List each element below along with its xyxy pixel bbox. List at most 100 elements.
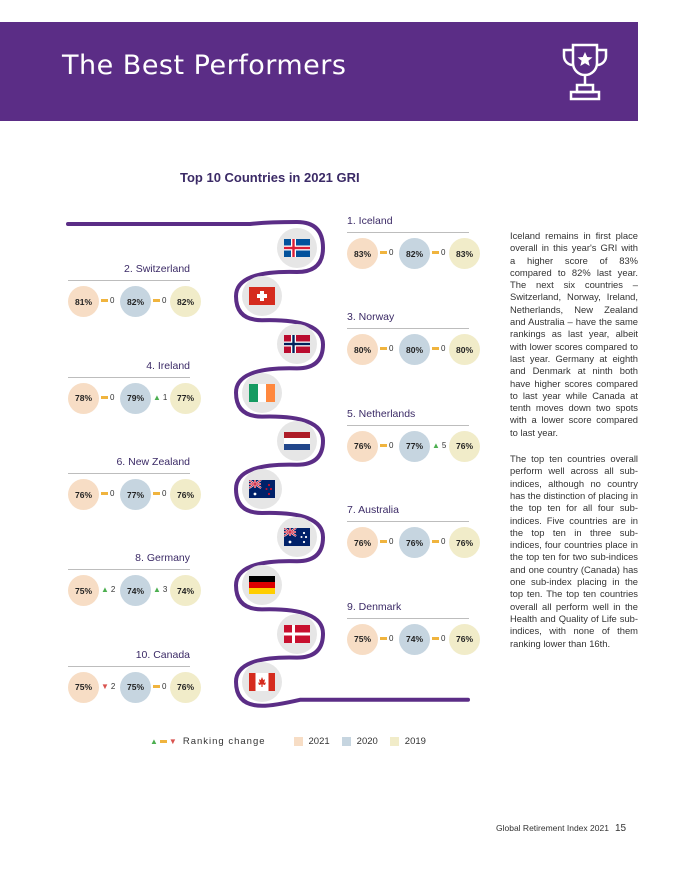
header-banner <box>0 22 638 121</box>
trophy-icon <box>562 43 608 101</box>
legend-change-label: Ranking change <box>182 736 266 747</box>
no-change-icon <box>432 636 439 640</box>
score-2021: 75% <box>68 671 99 703</box>
score-2019: 83% <box>449 238 480 269</box>
change-value: 0 <box>162 489 167 498</box>
score-2019: 74% <box>170 575 201 607</box>
change-value: 0 <box>389 344 394 354</box>
score-2019: 76% <box>449 527 480 559</box>
no-change-icon <box>432 540 439 544</box>
change-2021: 0 <box>380 441 393 450</box>
change-2020: ▲ 1 <box>153 393 167 402</box>
change-value: 3 <box>162 585 168 595</box>
denmark-flag <box>284 624 310 643</box>
change-value: 0 <box>110 489 115 498</box>
score-2021: 83% <box>347 238 378 269</box>
change-value: 0 <box>441 344 446 354</box>
country-name: 6. New Zealand <box>116 456 190 468</box>
change-2020: ▲ 3 <box>153 585 167 594</box>
change-2020: 0 <box>153 296 166 305</box>
legend-2019-swatch <box>389 737 399 746</box>
divider <box>347 617 469 619</box>
change-value: 0 <box>389 248 394 257</box>
change-value: 2 <box>110 681 116 691</box>
country-name: 4. Ireland <box>146 359 190 372</box>
iceland-flag <box>284 239 310 257</box>
new-zealand-flag <box>248 479 275 498</box>
legend-2020-label: 2020 <box>356 736 378 747</box>
score-2020: 74% <box>120 575 151 607</box>
up-arrow-icon: ▲ <box>153 585 161 595</box>
paragraph-1: Iceland remains in first place overall i… <box>510 230 638 438</box>
footer-doc-title: Global Retirement Index 2021 <box>496 823 609 833</box>
up-arrow-icon: ▲ <box>150 737 158 746</box>
no-change-icon <box>432 347 439 351</box>
score-2021: 78% <box>68 382 99 414</box>
legend-2019-label: 2019 <box>404 736 426 747</box>
change-value: 5 <box>441 440 447 450</box>
legend-2021-swatch <box>293 737 303 746</box>
netherlands-flag <box>284 431 310 450</box>
change-2021: 0 <box>101 489 114 498</box>
no-change-icon <box>380 251 387 254</box>
score-2021: 81% <box>68 286 99 318</box>
divider <box>68 376 190 378</box>
change-2021: 0 <box>380 344 393 353</box>
change-2021: 0 <box>101 393 114 402</box>
change-2020: 0 <box>153 682 166 691</box>
score-2020: 75% <box>120 671 151 703</box>
divider <box>68 665 190 667</box>
change-2021: 0 <box>380 537 393 546</box>
score-2021: 75% <box>68 575 99 607</box>
legend-2021-label: 2021 <box>308 736 330 747</box>
divider <box>347 424 469 426</box>
change-2021: 0 <box>101 296 114 305</box>
germany-flag <box>249 576 275 595</box>
ireland-flag <box>249 383 275 402</box>
score-2021: 76% <box>347 430 378 462</box>
change-value: 2 <box>110 585 116 595</box>
score-2019: 80% <box>449 334 480 366</box>
score-2019: 76% <box>449 430 480 462</box>
score-2020: 79% <box>120 382 151 414</box>
country-name: 5. Netherlands <box>347 407 416 420</box>
change-value: 0 <box>389 633 394 643</box>
change-value: 0 <box>389 440 394 450</box>
change-2021: 0 <box>380 634 393 643</box>
score-2020: 80% <box>399 334 430 366</box>
score-2019: 76% <box>170 671 201 703</box>
divider <box>68 569 190 571</box>
no-change-icon <box>101 299 108 303</box>
legend-2020-swatch <box>341 737 351 746</box>
change-2021: ▲ 2 <box>101 585 115 594</box>
up-arrow-icon: ▲ <box>432 440 440 450</box>
change-value: 0 <box>441 537 446 547</box>
no-change-icon <box>153 299 160 303</box>
change-2020: ▲ 5 <box>432 441 446 450</box>
paragraph-2: The top ten countries overall perform we… <box>510 453 638 649</box>
score-2019: 76% <box>449 623 480 655</box>
divider <box>347 521 469 523</box>
country-name: 3. Norway <box>347 311 395 324</box>
no-change-icon <box>159 740 167 743</box>
country-name: 10. Canada <box>135 648 190 661</box>
page-number: 15 <box>614 823 627 834</box>
no-change-icon <box>380 347 387 351</box>
chart-legend: ▲ ▼ Ranking change 2021 2020 2019 <box>150 736 426 747</box>
down-arrow-icon: ▼ <box>101 681 109 691</box>
divider <box>68 473 190 474</box>
country-name: 2. Switzerland <box>124 263 190 276</box>
switzerland-flag <box>249 287 275 306</box>
score-2020: 77% <box>120 479 151 510</box>
score-2020: 82% <box>399 238 430 269</box>
australia-flag <box>283 527 310 547</box>
up-arrow-icon: ▲ <box>101 585 109 595</box>
change-value: 0 <box>389 537 394 547</box>
down-arrow-icon: ▼ <box>168 737 177 746</box>
score-2020: 76% <box>399 527 430 559</box>
score-2021: 76% <box>347 527 378 559</box>
norway-flag <box>284 335 310 354</box>
page-footer: Global Retirement Index 2021 15 <box>496 823 626 834</box>
change-value: 1 <box>162 392 168 402</box>
chart-title: Top 10 Countries in 2021 GRI <box>180 170 360 185</box>
